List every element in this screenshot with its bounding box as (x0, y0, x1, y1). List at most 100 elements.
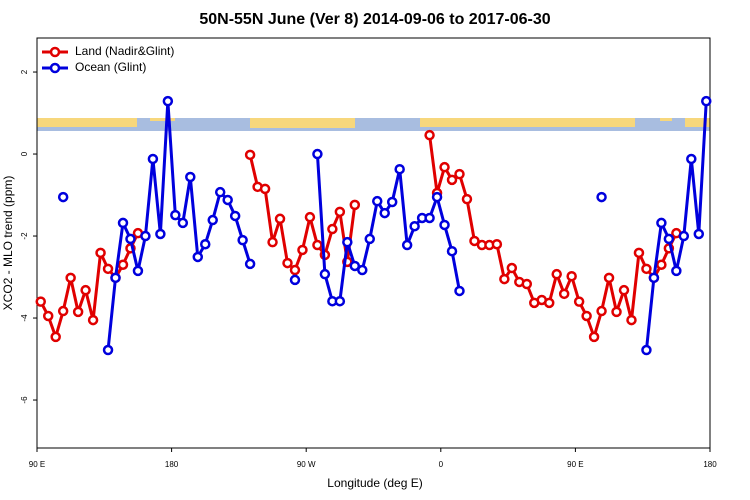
point (454, 168, 465, 180)
point (701, 95, 712, 107)
point (102, 344, 114, 356)
x-axis-title: Longitude (deg E) (327, 476, 422, 490)
plot-frame (36, 37, 711, 449)
point (656, 217, 667, 229)
point (551, 268, 562, 280)
point (424, 129, 435, 141)
point (663, 233, 675, 245)
point (461, 193, 473, 205)
point (147, 153, 159, 165)
point (342, 236, 353, 248)
point (334, 295, 346, 307)
y-axis-title: XCO2 - MLO trend (ppm) (1, 176, 15, 311)
point (282, 257, 293, 269)
point (304, 211, 316, 223)
point (603, 272, 615, 284)
point (566, 270, 577, 282)
point (50, 331, 61, 343)
point (686, 153, 697, 165)
point (364, 233, 376, 245)
point (611, 306, 622, 318)
point (596, 191, 607, 203)
point (671, 265, 682, 277)
y-tick-label: -2 (20, 232, 29, 240)
y-tick-label: 2 (20, 69, 29, 74)
point (72, 306, 84, 318)
x-tick-label: 90 E (29, 460, 45, 469)
point (244, 258, 256, 270)
point (588, 331, 600, 343)
point (454, 285, 465, 297)
point (289, 264, 301, 276)
point (349, 260, 361, 272)
point (693, 228, 705, 240)
point (543, 297, 555, 309)
point (95, 247, 106, 259)
point (581, 310, 592, 322)
point (626, 314, 637, 326)
y-tick-label: 0 (20, 151, 29, 156)
point (140, 230, 151, 242)
x-tick-label: 90 E (567, 460, 583, 469)
y-tick-label: -4 (20, 314, 29, 322)
land-ocean-strip (37, 118, 710, 131)
point (439, 219, 450, 231)
point (259, 183, 271, 195)
point (379, 207, 390, 219)
point (162, 95, 174, 107)
point (214, 186, 226, 198)
legend-marker (49, 46, 61, 58)
point (641, 344, 652, 356)
point (200, 238, 211, 250)
point (678, 230, 690, 242)
point (125, 233, 136, 245)
point (297, 244, 308, 256)
y-tick-label: -6 (20, 396, 29, 404)
x-tick-label: 0 (439, 460, 444, 469)
point (312, 239, 323, 251)
point (596, 305, 607, 317)
point (618, 284, 630, 296)
point (334, 206, 346, 218)
point (65, 272, 76, 284)
legend-marker (49, 62, 61, 74)
point (177, 217, 189, 229)
point (80, 284, 91, 296)
point (222, 194, 233, 206)
point (244, 149, 256, 161)
point (439, 161, 450, 173)
point (386, 196, 398, 208)
point (155, 228, 166, 240)
legend: Land (Nadir&Glint) Ocean (Glint) (42, 44, 174, 74)
x-tick-label: 90 W (297, 460, 316, 469)
point (641, 263, 652, 275)
x-tick-label: 180 (165, 460, 179, 469)
point (237, 234, 248, 246)
point (102, 263, 114, 275)
point (117, 217, 129, 229)
point (469, 235, 480, 247)
point (656, 259, 667, 270)
point (371, 195, 383, 207)
point (349, 199, 361, 211)
point (117, 259, 129, 270)
point (57, 305, 69, 317)
point (357, 264, 368, 276)
point (648, 272, 660, 284)
point (110, 272, 121, 284)
x-tick-label: 180 (703, 460, 717, 469)
point (491, 238, 503, 250)
point (312, 148, 323, 160)
point (401, 239, 413, 251)
point (633, 247, 645, 259)
point (424, 212, 435, 224)
point (192, 251, 204, 263)
point (87, 314, 99, 326)
point (446, 245, 458, 257)
point (409, 220, 420, 232)
point (573, 296, 585, 307)
point (289, 274, 301, 286)
point (558, 288, 570, 300)
point (431, 191, 443, 203)
